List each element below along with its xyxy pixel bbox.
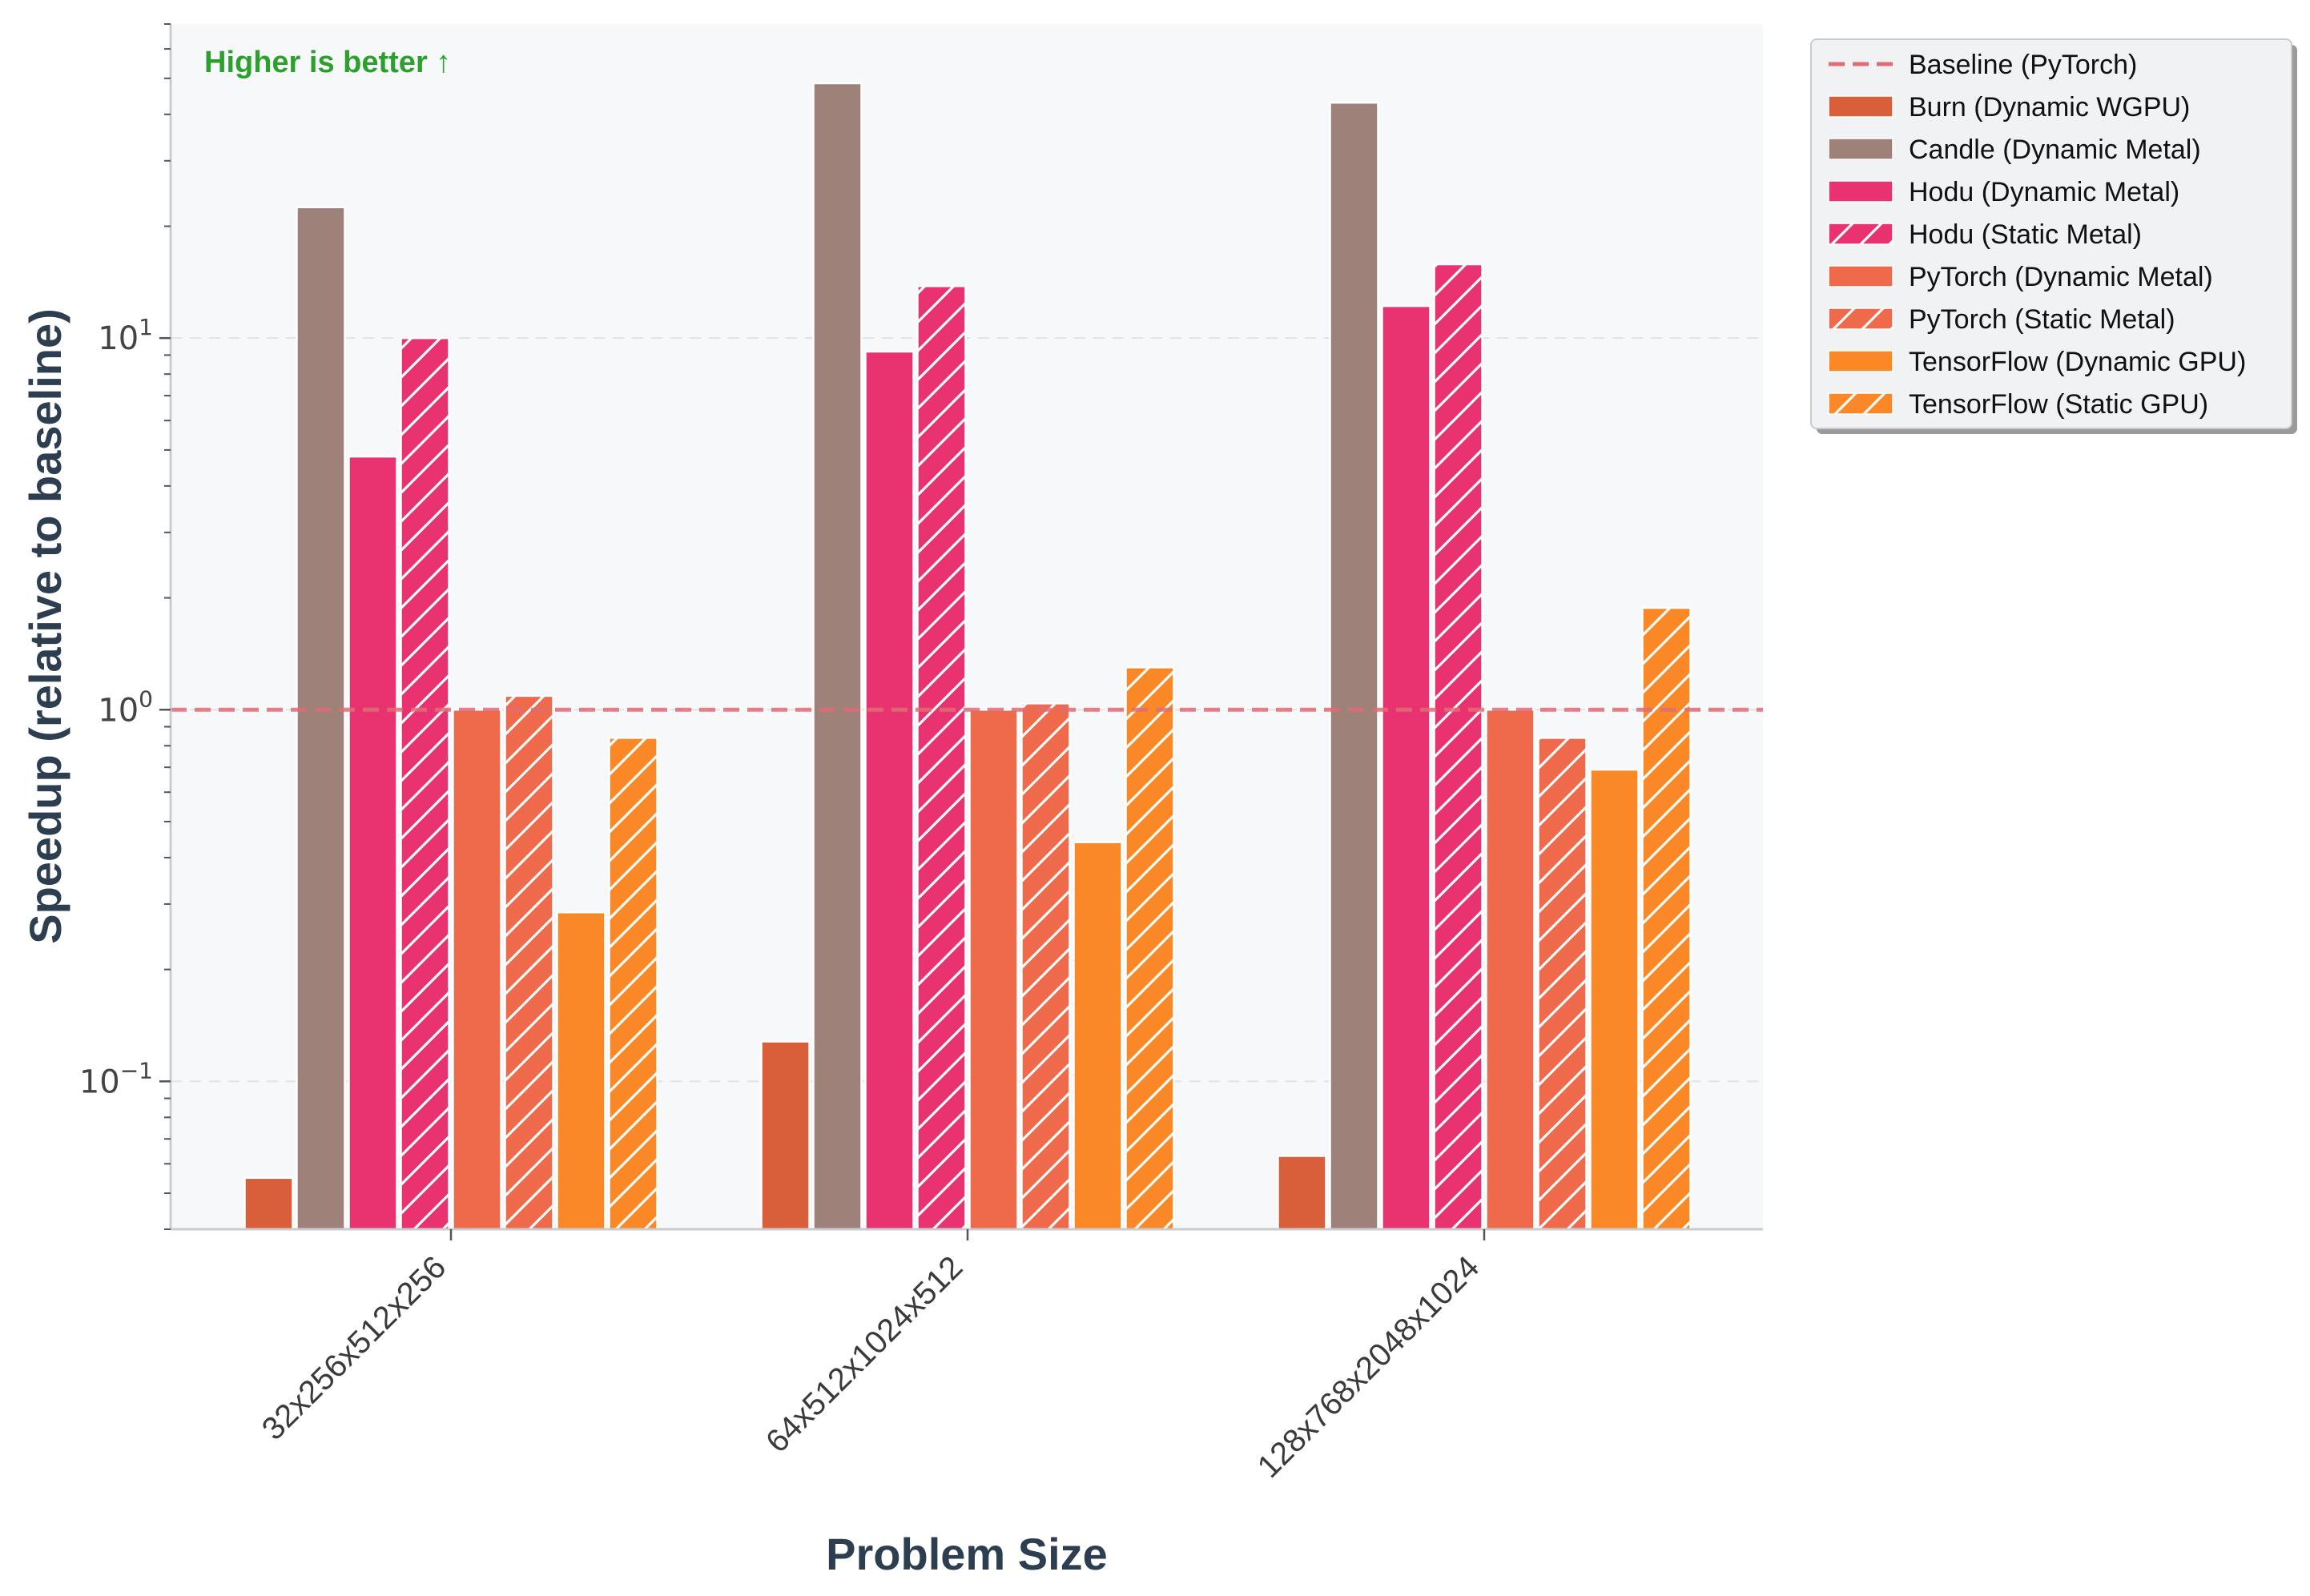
- bar-hatch: [609, 738, 658, 1229]
- bar: [1329, 101, 1379, 1231]
- legend-label: Hodu (Static Metal): [1909, 219, 2142, 250]
- bar-hatch: [1538, 738, 1587, 1229]
- annotation-higher-is-better: Higher is better ↑: [204, 46, 451, 79]
- bar: [556, 911, 606, 1231]
- legend-swatch-hatch: [1829, 393, 1893, 414]
- bar: [1072, 841, 1123, 1231]
- legend-swatch: [1828, 95, 1893, 118]
- bar-hatch: [505, 695, 553, 1229]
- legend-label: TensorFlow (Static GPU): [1909, 389, 2208, 420]
- legend: Baseline (PyTorch) Burn (Dynamic WGPU) Can…: [1810, 38, 2297, 434]
- y-axis-title: Speedup (relative to baseline): [20, 308, 70, 944]
- bar: [1485, 709, 1535, 1231]
- y-ticks: 101 100 10−1: [79, 23, 171, 1230]
- bar: [968, 709, 1019, 1231]
- legend-box: [1810, 38, 2292, 429]
- bar: [760, 1040, 811, 1231]
- legend-label: TensorFlow (Dynamic GPU): [1909, 347, 2246, 377]
- legend-swatch: [1828, 138, 1893, 160]
- legend-swatch-hatch: [1829, 223, 1893, 244]
- bar-hatch: [400, 338, 449, 1229]
- y-tick-label: 100: [98, 685, 153, 729]
- bar: [864, 350, 915, 1231]
- y-tick-label: 101: [98, 314, 153, 357]
- x-tick-label: 64x512x1024x512: [759, 1249, 969, 1459]
- bar: [243, 1176, 294, 1231]
- legend-swatch: [1828, 265, 1893, 287]
- bar: [452, 709, 502, 1231]
- x-tick-label: 128x768x2048x1024: [1251, 1249, 1487, 1485]
- bar: [348, 455, 398, 1231]
- legend-label: Candle (Dynamic Metal): [1909, 135, 2201, 165]
- legend-swatch: [1828, 180, 1893, 203]
- x-axis-title: Problem Size: [826, 1529, 1108, 1579]
- bars: [243, 82, 1692, 1231]
- legend-label: PyTorch (Dynamic Metal): [1909, 262, 2213, 292]
- legend-swatch-hatch: [1829, 308, 1893, 329]
- legend-label: Hodu (Dynamic Metal): [1909, 177, 2179, 207]
- x-tick-label: 32x256x512x256: [256, 1249, 453, 1447]
- bar: [296, 206, 346, 1231]
- bar-hatch: [917, 286, 966, 1229]
- bar: [1589, 768, 1640, 1231]
- legend-label: PyTorch (Static Metal): [1909, 304, 2175, 335]
- bar-hatch: [1021, 703, 1070, 1229]
- bar: [812, 82, 863, 1231]
- bar: [1277, 1155, 1327, 1231]
- y-tick-label: 10−1: [79, 1057, 153, 1100]
- x-ticks: 32x256x512x256 64x512x1024x512 128x768x204…: [256, 1229, 1487, 1485]
- bar-hatch: [1642, 608, 1691, 1229]
- bar-hatch: [1125, 667, 1174, 1229]
- legend-label: Burn (Dynamic WGPU): [1909, 92, 2190, 123]
- bar-hatch: [1434, 263, 1483, 1229]
- bar: [1381, 304, 1431, 1231]
- legend-label: Baseline (PyTorch): [1909, 50, 2137, 80]
- legend-swatch: [1828, 350, 1893, 372]
